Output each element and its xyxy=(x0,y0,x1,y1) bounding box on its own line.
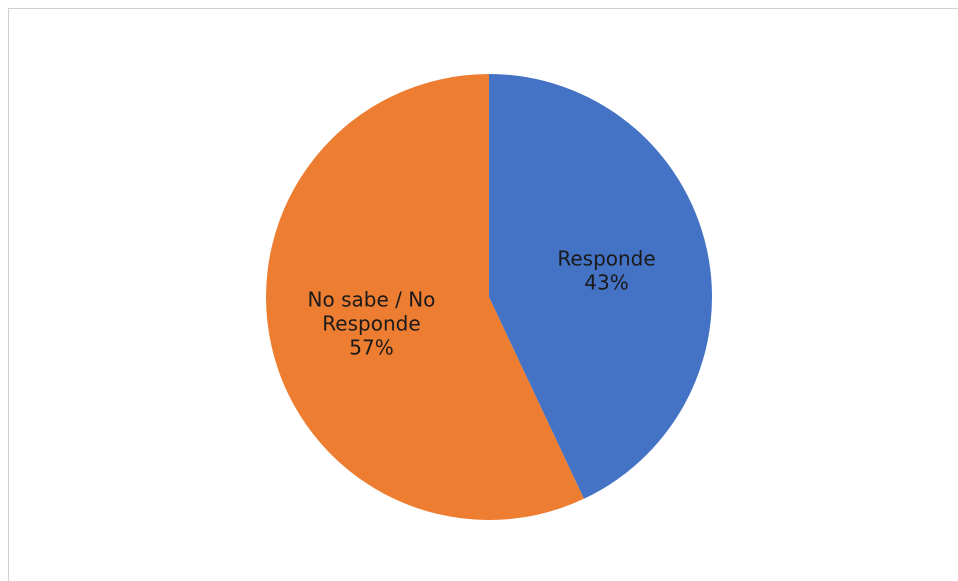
pie-labels: Responde 43%No sabe / No Responde 57% xyxy=(308,247,656,360)
pie-slice-label-1: No sabe / No Responde 57% xyxy=(308,287,436,359)
pie-slice-category: Responde xyxy=(322,311,420,335)
pie-slice-0 xyxy=(489,74,713,499)
pie-slice-category: No sabe / No xyxy=(308,287,436,311)
pie-slice-category: Responde xyxy=(557,247,655,271)
pie-slices xyxy=(266,74,713,520)
pie-slice-1 xyxy=(266,74,584,520)
pie-slice-label-0: Responde 43% xyxy=(557,247,655,295)
pie-slice-percent: 43% xyxy=(584,271,628,295)
pie-slice-percent: 57% xyxy=(349,335,393,359)
